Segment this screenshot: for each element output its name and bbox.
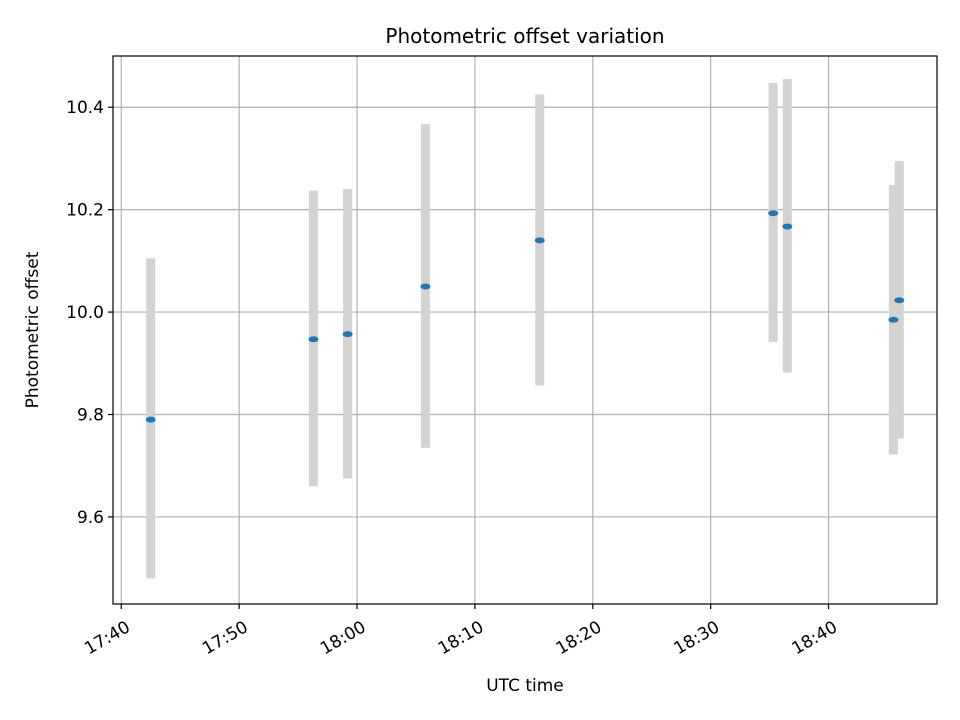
data-point	[768, 210, 779, 217]
x-tick-label: 18:30	[671, 617, 723, 659]
data-point	[420, 283, 431, 290]
x-tick-label: 18:00	[317, 617, 369, 659]
plot-area-frame	[112, 55, 938, 605]
x-tick-label: 17:50	[199, 617, 251, 659]
data-point	[534, 237, 545, 244]
y-tick-label: 10.0	[66, 303, 104, 323]
y-tick-label: 9.6	[77, 508, 104, 528]
data-point	[782, 223, 793, 230]
x-tick-label: 17:40	[81, 617, 133, 659]
error-bars	[146, 79, 904, 579]
y-tick-label: 9.8	[77, 406, 104, 426]
data-point	[145, 416, 156, 423]
x-tick-label: 18:20	[553, 617, 605, 659]
x-tick-label: 18:10	[435, 617, 487, 659]
y-tick-label: 10.2	[66, 201, 104, 221]
data-points	[145, 210, 905, 423]
data-point	[888, 316, 899, 323]
x-axis-label: UTC time	[486, 676, 564, 696]
axis-ticks: 17:40 17:50 18:00 18:10 18:20 18:30 18:40 9.6 9.…	[66, 98, 841, 659]
y-axis-label: Photometric offset	[23, 251, 43, 408]
y-tick-label: 10.4	[66, 98, 104, 118]
data-point	[342, 331, 353, 338]
data-point	[308, 336, 319, 343]
chart-title: Photometric offset variation	[385, 24, 664, 48]
grid-lines	[113, 56, 937, 604]
data-point	[894, 297, 905, 304]
x-tick-label: 18:40	[789, 617, 841, 659]
